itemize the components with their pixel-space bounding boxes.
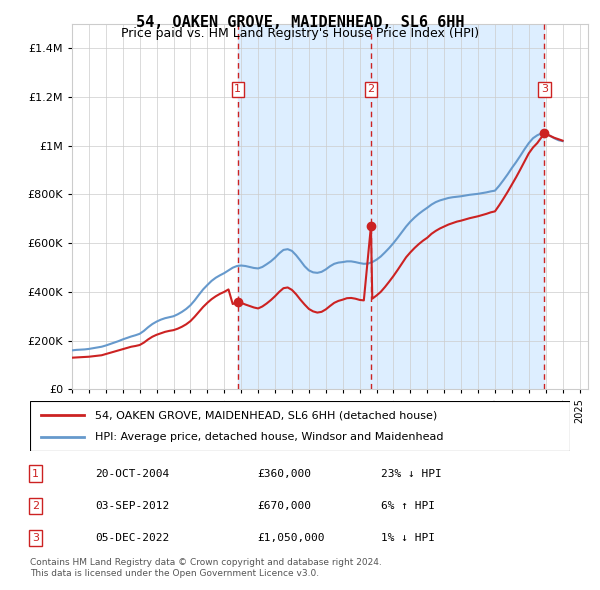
Text: 2: 2 [32,501,39,511]
Text: 1: 1 [32,469,39,478]
Text: £360,000: £360,000 [257,469,311,478]
Text: 3: 3 [541,84,548,94]
Text: 05-DEC-2022: 05-DEC-2022 [95,533,169,543]
Text: 3: 3 [32,533,39,543]
Text: £1,050,000: £1,050,000 [257,533,324,543]
Text: Price paid vs. HM Land Registry's House Price Index (HPI): Price paid vs. HM Land Registry's House … [121,27,479,40]
Text: 23% ↓ HPI: 23% ↓ HPI [381,469,442,478]
Text: HPI: Average price, detached house, Windsor and Maidenhead: HPI: Average price, detached house, Wind… [95,432,443,442]
Text: 54, OAKEN GROVE, MAIDENHEAD, SL6 6HH: 54, OAKEN GROVE, MAIDENHEAD, SL6 6HH [136,15,464,30]
Text: 1% ↓ HPI: 1% ↓ HPI [381,533,435,543]
Text: 03-SEP-2012: 03-SEP-2012 [95,501,169,511]
FancyBboxPatch shape [30,401,570,451]
Text: Contains HM Land Registry data © Crown copyright and database right 2024.: Contains HM Land Registry data © Crown c… [30,558,382,566]
Bar [371,24,544,389]
Text: 6% ↑ HPI: 6% ↑ HPI [381,501,435,511]
Bar [238,24,371,389]
Text: 54, OAKEN GROVE, MAIDENHEAD, SL6 6HH (detached house): 54, OAKEN GROVE, MAIDENHEAD, SL6 6HH (de… [95,410,437,420]
Text: 1: 1 [234,84,241,94]
Text: 20-OCT-2004: 20-OCT-2004 [95,469,169,478]
Text: This data is licensed under the Open Government Licence v3.0.: This data is licensed under the Open Gov… [30,569,319,578]
Text: 2: 2 [367,84,374,94]
Text: £670,000: £670,000 [257,501,311,511]
